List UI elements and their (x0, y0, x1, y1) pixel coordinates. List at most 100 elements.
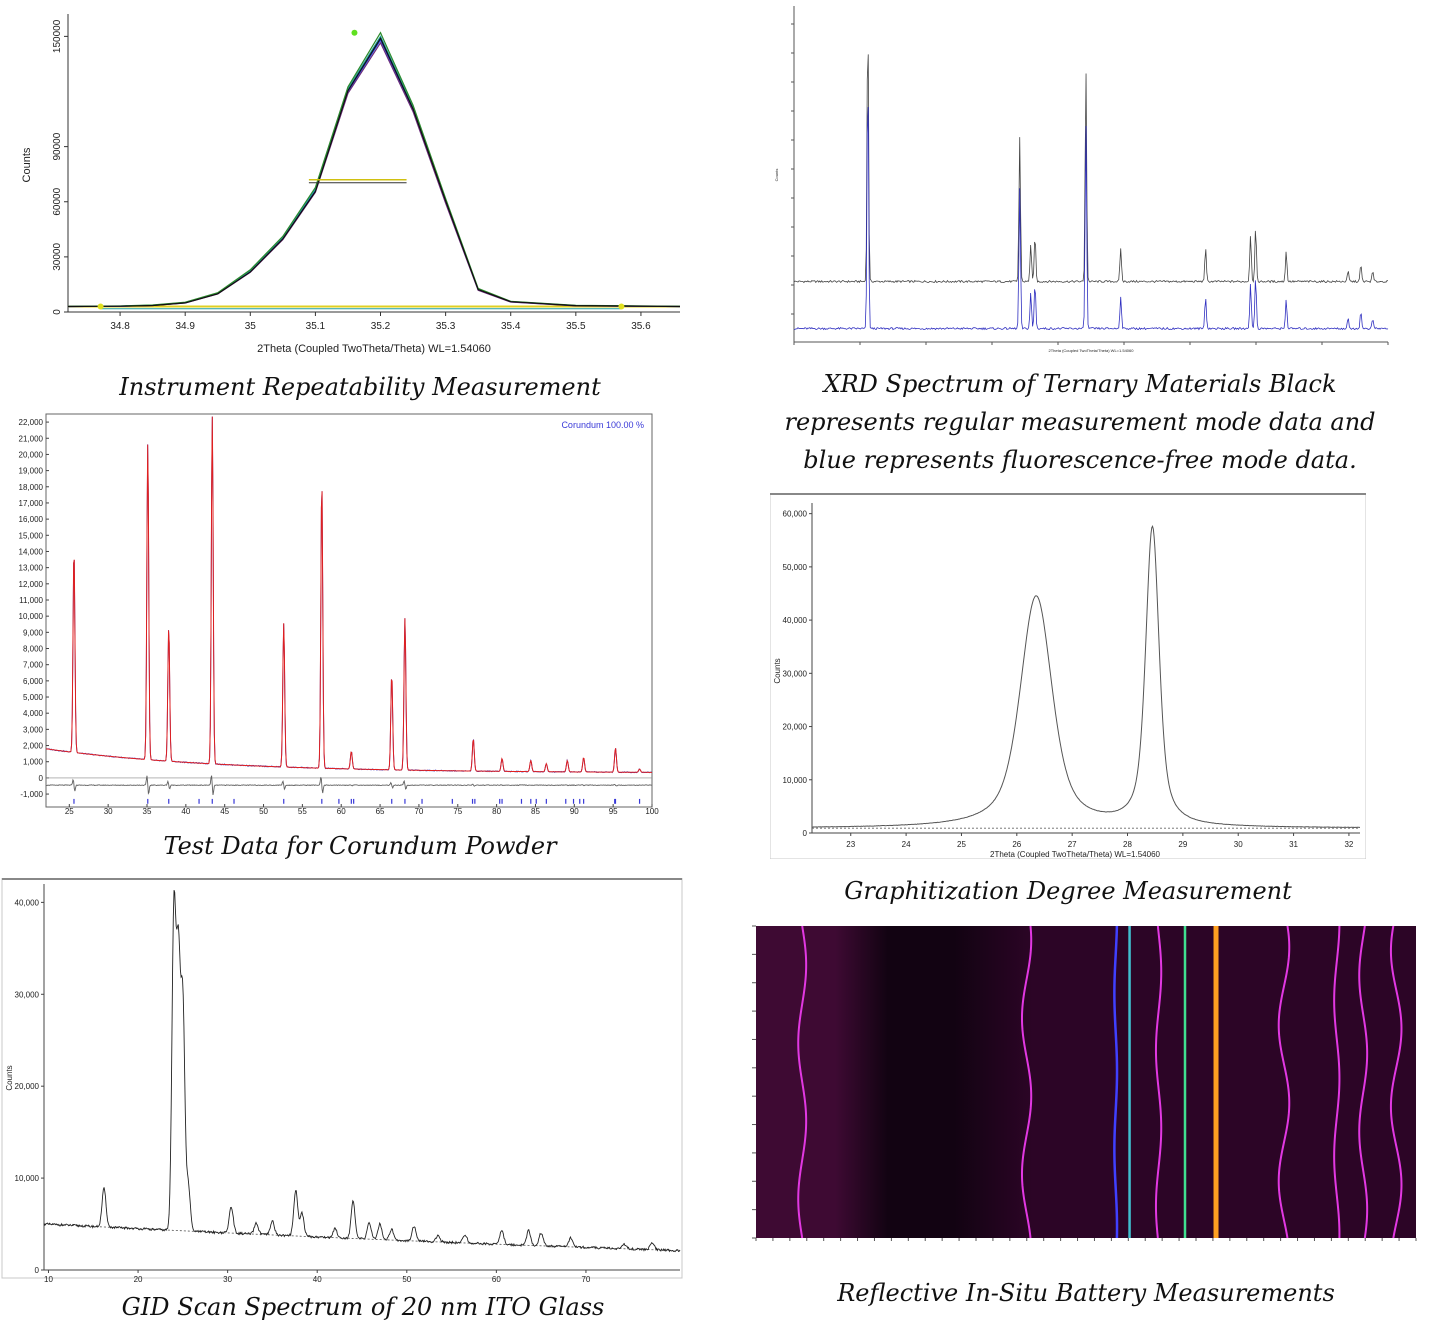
y-tick-label: 3,000 (23, 725, 44, 734)
y-tick-label: 14,000 (19, 547, 44, 556)
repeatability-series-line (67, 35, 681, 308)
x-tick-label: 50 (402, 1275, 411, 1284)
y-tick-label: 20,000 (783, 723, 808, 732)
x-tick-label: 60 (492, 1275, 501, 1284)
repeatability-chart: 34.8 34.9 35 35.1 35.2 35.3 35.4 35.5 35.6 0 30000… (0, 0, 700, 365)
y-tick-label: 21,000 (19, 434, 44, 443)
y-tick-label: 8,000 (23, 645, 44, 654)
y-tick-label: 10,000 (783, 776, 808, 785)
y-tick-label: 17,000 (19, 499, 44, 508)
x-tick-label: 10 (44, 1275, 53, 1284)
y-axis-label: Counts (773, 658, 782, 683)
y-tick-label: 16,000 (19, 515, 44, 524)
caption-insitu: Reflective In-Situ Battery Measurements (837, 1279, 1335, 1307)
y-tick-label: 5,000 (23, 693, 44, 702)
x-axis-label: 2Theta (Coupled TwoTheta/Theta) WL=1.540… (1049, 348, 1135, 353)
y-tick-label: 6,000 (23, 677, 44, 686)
peak-marker (351, 29, 358, 36)
y-tick-label: 30000 (52, 243, 63, 271)
ternary-chart: 2Theta (Coupled TwoTheta/Theta) WL=1.540… (760, 0, 1400, 360)
heatmap-line (1113, 925, 1119, 1239)
x-tick-label: 31 (1289, 840, 1298, 849)
y-tick-label: 40,000 (783, 616, 808, 625)
y-tick-label: 10,000 (15, 1174, 40, 1183)
x-tick-label: 55 (298, 807, 307, 815)
x-tick-label: 95 (609, 807, 618, 815)
y-tick-label: 0 (52, 309, 63, 315)
y-tick-label: 60000 (52, 187, 63, 215)
repeatability-plot: 34.8 34.9 35 35.1 35.2 35.3 35.4 35.5 35.6 0 30000… (21, 14, 681, 355)
x-tick-label: 34.9 (175, 321, 195, 332)
corundum-plot: 25 30 35 40 45 50 55 60 65 70 75 80 85 90 95 100 -1,000 0… (19, 413, 659, 815)
x-tick-label: 34.8 (110, 321, 130, 332)
heatmap-line (1020, 925, 1033, 1239)
y-tick-label: 90000 (52, 132, 63, 160)
x-tick-label: 85 (531, 807, 540, 815)
panel-frame (1, 878, 683, 1279)
y-tick-label: 0 (803, 829, 808, 838)
y-tick-label: 11,000 (19, 596, 43, 605)
corundum-chart: 25 30 35 40 45 50 55 60 65 70 75 80 85 90 95 100 -1,000 0… (0, 410, 670, 815)
x-tick-label: 24 (902, 840, 911, 849)
y-tick-label: 18,000 (19, 483, 44, 492)
graphitization-line (811, 524, 1361, 829)
y-tick-label: 1,000 (23, 758, 44, 767)
y-tick-label: 12,000 (19, 580, 44, 589)
x-tick-label: 35.6 (631, 321, 651, 332)
x-tick-label: 32 (1344, 840, 1353, 849)
caption-graphitization: Graphitization Degree Measurement (844, 877, 1292, 905)
y-tick-label: 15,000 (19, 531, 44, 540)
y-axis-label: Counts (5, 1065, 14, 1090)
x-tick-label: 25 (65, 807, 74, 815)
x-tick-label: 75 (453, 807, 462, 815)
y-tick-label: 0 (39, 774, 44, 783)
heatmap-line (1389, 925, 1403, 1239)
x-tick-label: 50 (259, 807, 268, 815)
y-tick-label: -1,000 (20, 790, 43, 799)
repeatability-series-line (67, 31, 681, 307)
heatmap-line (1358, 925, 1369, 1239)
panel-frame (770, 493, 1366, 859)
x-tick-label: 20 (134, 1275, 143, 1284)
x-tick-label: 35.5 (566, 321, 586, 332)
y-tick-label: 50,000 (783, 563, 808, 572)
x-tick-label: 30 (104, 807, 113, 815)
y-tick-label: 150000 (52, 19, 63, 53)
insitu-heatmap (752, 924, 1420, 1246)
x-tick-label: 28 (1123, 840, 1132, 849)
x-tick-label: 40 (313, 1275, 322, 1284)
y-tick-label: 30,000 (15, 990, 40, 999)
heatmap-line (1154, 925, 1163, 1239)
y-tick-label: 30,000 (783, 669, 808, 678)
x-tick-label: 35 (245, 321, 257, 332)
y-tick-label: 19,000 (19, 467, 44, 476)
y-tick-label: 20,000 (19, 450, 44, 459)
x-tick-label: 100 (645, 807, 659, 815)
y-axis-label: Counts (774, 169, 779, 182)
repeatability-series-line (67, 41, 681, 308)
observed-line (45, 416, 653, 774)
caption-ternary: XRD Spectrum of Ternary Materials Black … (784, 370, 1376, 474)
y-tick-label: 13,000 (19, 564, 44, 573)
y-tick-label: 2,000 (23, 742, 44, 751)
caption-corundum: Test Data for Corundum Powder (163, 832, 557, 860)
ito-chart: 10 20 30 40 50 60 70 0 10,000 20,000 30,000 40,000 C… (0, 878, 686, 1286)
x-tick-label: 90 (570, 807, 579, 815)
x-tick-label: 30 (1234, 840, 1243, 849)
y-tick-label: 4,000 (23, 709, 44, 718)
x-tick-label: 25 (957, 840, 966, 849)
x-tick-label: 65 (376, 807, 385, 815)
x-tick-label: 60 (337, 807, 346, 815)
y-tick-label: 40,000 (15, 898, 40, 907)
x-tick-label: 70 (414, 807, 423, 815)
heatmap-line (1277, 925, 1291, 1239)
heatmap-line (797, 925, 808, 1239)
heatmap-background (756, 926, 1416, 1238)
y-tick-label: 10,000 (19, 612, 44, 621)
y-tick-label: 0 (35, 1266, 40, 1275)
ternary-series-line (793, 54, 1389, 284)
x-tick-label: 23 (846, 840, 855, 849)
y-axis-label: Counts (21, 147, 33, 182)
x-tick-label: 35.2 (371, 321, 391, 332)
x-tick-label: 40 (181, 807, 190, 815)
